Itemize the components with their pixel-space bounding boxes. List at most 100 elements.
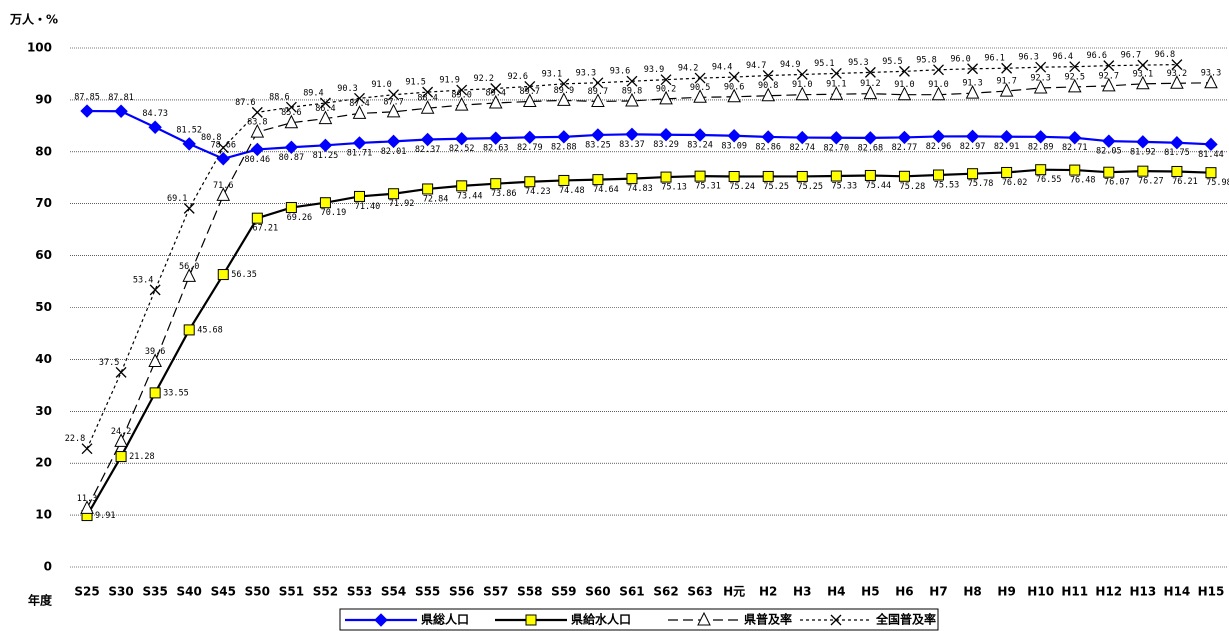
data-point (386, 103, 401, 118)
y-tick-label: 40 (35, 352, 52, 366)
value-label: 91.0 (371, 80, 391, 90)
value-label: 93.1 (542, 69, 562, 79)
value-label: 80.87 (279, 153, 305, 163)
y-tick-label: 10 (35, 508, 52, 522)
value-label: 93.3 (1201, 68, 1221, 78)
value-label: 96.0 (950, 54, 970, 64)
data-point (1069, 61, 1081, 73)
x-tick-label: S58 (517, 585, 542, 599)
y-tick-label: 100 (27, 41, 52, 55)
x-tick-label: S53 (347, 585, 372, 599)
data-point (386, 134, 401, 149)
value-label: 91.5 (405, 78, 425, 88)
data-point (967, 168, 979, 180)
data-point (592, 77, 604, 89)
value-label: 82.52 (449, 144, 475, 154)
data-point (1069, 164, 1081, 176)
data-point (727, 129, 741, 143)
value-label: 53.4 (133, 275, 153, 285)
value-label: 76.02 (1002, 178, 1028, 188)
value-label: 71.6 (213, 181, 233, 191)
x-tick-label: H2 (759, 585, 777, 599)
value-label: 90.3 (337, 84, 357, 94)
value-label: 75.53 (934, 180, 960, 190)
data-point (1035, 61, 1047, 73)
value-label: 94.2 (678, 64, 698, 74)
y-tick-label: 0 (44, 560, 52, 574)
value-label: 81.52 (176, 125, 202, 135)
data-point (354, 190, 365, 202)
data-point (284, 114, 299, 129)
data-point (761, 130, 775, 144)
legend-label: 県給水人口 (571, 612, 631, 627)
data-point (1001, 62, 1013, 74)
data-point (422, 183, 434, 195)
value-label: 76.07 (1104, 178, 1130, 188)
value-label: 75.31 (695, 182, 721, 192)
value-label: 56.0 (179, 262, 199, 272)
value-label: 75.25 (763, 182, 789, 192)
x-tick-label: H11 (1061, 585, 1088, 599)
series-line (87, 109, 1212, 160)
value-label: 82.79 (517, 143, 543, 153)
data-point (795, 86, 810, 101)
value-label: 78.66 (210, 140, 236, 150)
value-label: 73.44 (457, 191, 483, 201)
y-tick-label: 70 (35, 196, 52, 210)
value-label: 22.8 (65, 434, 85, 444)
data-point (965, 129, 980, 144)
value-label: 87.7 (383, 97, 403, 107)
data-point (557, 130, 571, 144)
value-label: 94.7 (746, 61, 766, 71)
value-label: 90.6 (724, 82, 744, 92)
data-point (659, 90, 673, 105)
x-tick-label: S52 (313, 585, 338, 599)
data-point (999, 82, 1014, 97)
data-point (284, 140, 299, 154)
legend-marker (697, 611, 711, 626)
data-point (863, 131, 878, 145)
x-tick-label: S57 (483, 585, 508, 599)
data-point (898, 65, 910, 77)
data-point (114, 433, 128, 447)
data-point (352, 105, 367, 119)
value-label: 82.05 (1096, 147, 1122, 157)
data-point (454, 132, 469, 146)
value-label: 83.8 (247, 118, 267, 128)
y-tick-label: 50 (35, 300, 52, 314)
data-point (1102, 134, 1116, 148)
data-point (1137, 165, 1149, 177)
value-label: 75.28 (900, 182, 926, 192)
value-label: 81.25 (313, 151, 339, 161)
data-point (761, 87, 776, 102)
x-tick-label: S55 (415, 585, 440, 599)
data-point (1136, 135, 1150, 149)
data-point (626, 75, 638, 87)
data-point (659, 128, 673, 142)
value-label: 92.3 (1030, 73, 1050, 83)
value-label: 83.37 (619, 140, 645, 150)
data-point (591, 128, 605, 142)
data-point (454, 96, 469, 111)
data-point (762, 170, 774, 182)
value-label: 89.9 (554, 86, 574, 96)
value-label: 93.6 (610, 67, 630, 77)
value-label: 74.23 (525, 187, 551, 197)
value-label: 75.25 (797, 182, 823, 192)
value-label: 39.6 (145, 347, 165, 357)
data-point (965, 85, 980, 99)
value-label: 95.3 (848, 58, 868, 68)
series-line (86, 168, 1212, 517)
x-tick-label: S61 (619, 585, 644, 599)
value-label: 81.75 (1164, 148, 1190, 158)
value-label: 9.91 (95, 511, 115, 521)
data-point (933, 64, 944, 76)
value-label: 82.70 (824, 143, 850, 153)
data-point (318, 138, 333, 153)
data-point (829, 86, 844, 100)
value-label: 91.0 (928, 80, 948, 90)
data-point (1103, 166, 1115, 178)
value-label: 81.44 (1198, 150, 1224, 160)
x-tick-label: H15 (1198, 585, 1225, 599)
